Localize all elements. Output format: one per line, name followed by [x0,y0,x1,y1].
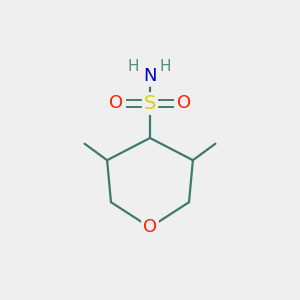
Text: O: O [143,218,157,236]
Text: O: O [109,94,124,112]
Text: O: O [176,94,191,112]
Text: H: H [159,59,171,74]
Text: N: N [143,67,157,85]
Text: H: H [128,59,139,74]
Text: S: S [144,94,156,113]
